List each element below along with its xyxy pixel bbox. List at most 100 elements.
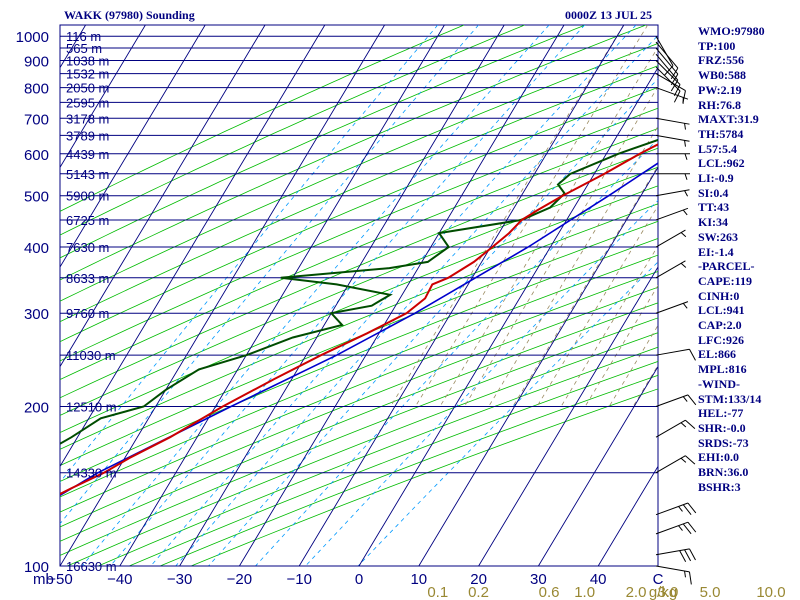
dry-adiabat-line [60, 25, 525, 236]
isotherm-line [538, 365, 658, 566]
mixing-ratio-tick-label: 0.2 [468, 584, 489, 600]
index-item: L57:5.4 [698, 141, 737, 156]
index-item: WB0:588 [698, 68, 746, 83]
isotherm-line [418, 166, 658, 566]
pressure-tick-label: 100 [24, 559, 49, 576]
height-label: 6725 m [66, 213, 109, 228]
index-item: -PARCEL- [698, 259, 755, 274]
isotherm-line [60, 25, 266, 368]
index-item: LI:-0.9 [698, 171, 734, 186]
temperature-tick-label: 20 [470, 571, 487, 588]
mixing-ratio-axis-unit: g/kg [649, 584, 677, 600]
index-item: WMO:97980 [698, 24, 765, 38]
isotherm-line [0, 25, 26, 566]
dry-adiabat-line [60, 25, 586, 259]
wind-barb [655, 117, 690, 130]
wind-barb [655, 301, 689, 314]
pressure-axis-label: mb [33, 571, 54, 588]
wind-barb [655, 134, 690, 147]
dry-adiabat-line [60, 238, 658, 482]
wind-barb [655, 455, 696, 474]
wind-barb [656, 173, 690, 180]
pressure-tick-label: 400 [24, 240, 49, 257]
wind-barb [655, 348, 696, 361]
height-label: 2050 m [66, 81, 109, 96]
height-label: 16630 m [66, 559, 117, 574]
dry-adiabat-line [60, 220, 658, 467]
chart-title: WAKK (97980) Sounding [64, 8, 195, 22]
wind-barb [655, 73, 686, 104]
isotherm-line [60, 25, 206, 268]
index-item: MAXT:31.9 [698, 112, 759, 127]
isotherm-line [179, 25, 505, 566]
index-item: LFC:926 [698, 332, 744, 347]
mixing-ratio-line [60, 25, 439, 483]
wind-barb [655, 548, 696, 562]
pressure-tick-label: 900 [24, 53, 49, 70]
wind-barb [655, 565, 692, 585]
moist-adiabat-line [390, 25, 625, 407]
dry-adiabat-line [67, 332, 658, 566]
height-label: 9760 m [66, 306, 109, 321]
height-label: 4439 m [66, 147, 109, 162]
dry-adiabat-line [60, 86, 658, 343]
indices-panel: WMO:97980 TP:100 FRZ:556 WB0:588 PW:2.19 RH:7… [698, 24, 800, 495]
index-item: EL:866 [698, 347, 737, 362]
index-item: LCL:941 [698, 303, 745, 318]
height-label: 1038 m [66, 53, 109, 68]
moist-adiabat-line [464, 85, 658, 407]
mixing-ratio-line [357, 261, 658, 566]
mixing-ratio-tick-label: 2.0 [626, 584, 647, 600]
wind-barb [655, 87, 689, 104]
isotherm-line [239, 25, 565, 566]
index-item: MPL:816 [698, 362, 747, 377]
pressure-tick-label: 200 [24, 400, 49, 417]
height-label: 5900 m [66, 189, 109, 204]
index-item: SI:0.4 [698, 185, 729, 200]
height-label: 5143 m [66, 167, 109, 182]
index-item: CAP:2.0 [698, 318, 742, 333]
mixing-ratio-tick-label: 3.0 [657, 584, 678, 600]
temperature-tick-label: −10 [286, 571, 311, 588]
dry-adiabat-line [60, 302, 658, 542]
height-label: 12510 m [66, 400, 117, 415]
index-item: BSHR:3 [698, 479, 741, 494]
dry-adiabat-line [60, 286, 658, 528]
wind-barb [655, 419, 696, 438]
index-item: RH:76.8 [698, 97, 741, 112]
dry-adiabat-line [60, 107, 658, 362]
pressure-tick-label: 700 [24, 111, 49, 128]
temperature-tick-label: 40 [590, 571, 607, 588]
temperature-tick-label: 10 [410, 571, 427, 588]
dry-adiabat-line [60, 203, 658, 450]
index-item: HEL:-77 [698, 406, 744, 421]
wind-barb [655, 260, 687, 279]
index-item: SRDS:-73 [698, 435, 749, 450]
isotherm-line [478, 266, 658, 566]
mixing-ratio-line [175, 34, 658, 566]
pressure-tick-label: 600 [24, 147, 49, 164]
isotherm-line [60, 25, 326, 468]
temperature-tick-label: −40 [107, 571, 132, 588]
index-item: SHR:-0.0 [698, 420, 746, 435]
mixing-ratio-tick-label: 1.0 [574, 584, 595, 600]
moist-adiabat-line [439, 46, 658, 407]
dry-adiabat-line [60, 166, 658, 416]
dry-adiabat-line [98, 346, 658, 566]
dry-adiabat-line [60, 25, 465, 212]
temperature-tick-label: −50 [47, 571, 72, 588]
temperature-tick-label: −30 [167, 571, 192, 588]
mixing-ratio-tick-label: 5.0 [700, 584, 721, 600]
wind-barb [655, 394, 697, 407]
index-item: -WIND- [698, 376, 740, 391]
wind-barb [655, 66, 681, 103]
isotherm-line [358, 66, 658, 566]
index-item: CAPE:119 [698, 273, 752, 288]
pressure-tick-label: 500 [24, 189, 49, 206]
temperature-line [60, 143, 658, 496]
wind-barb [656, 153, 690, 160]
wind-barb [655, 502, 697, 516]
dry-adiabat-line [60, 147, 658, 399]
mixing-ratio-tick-label: 0.1 [427, 584, 448, 600]
